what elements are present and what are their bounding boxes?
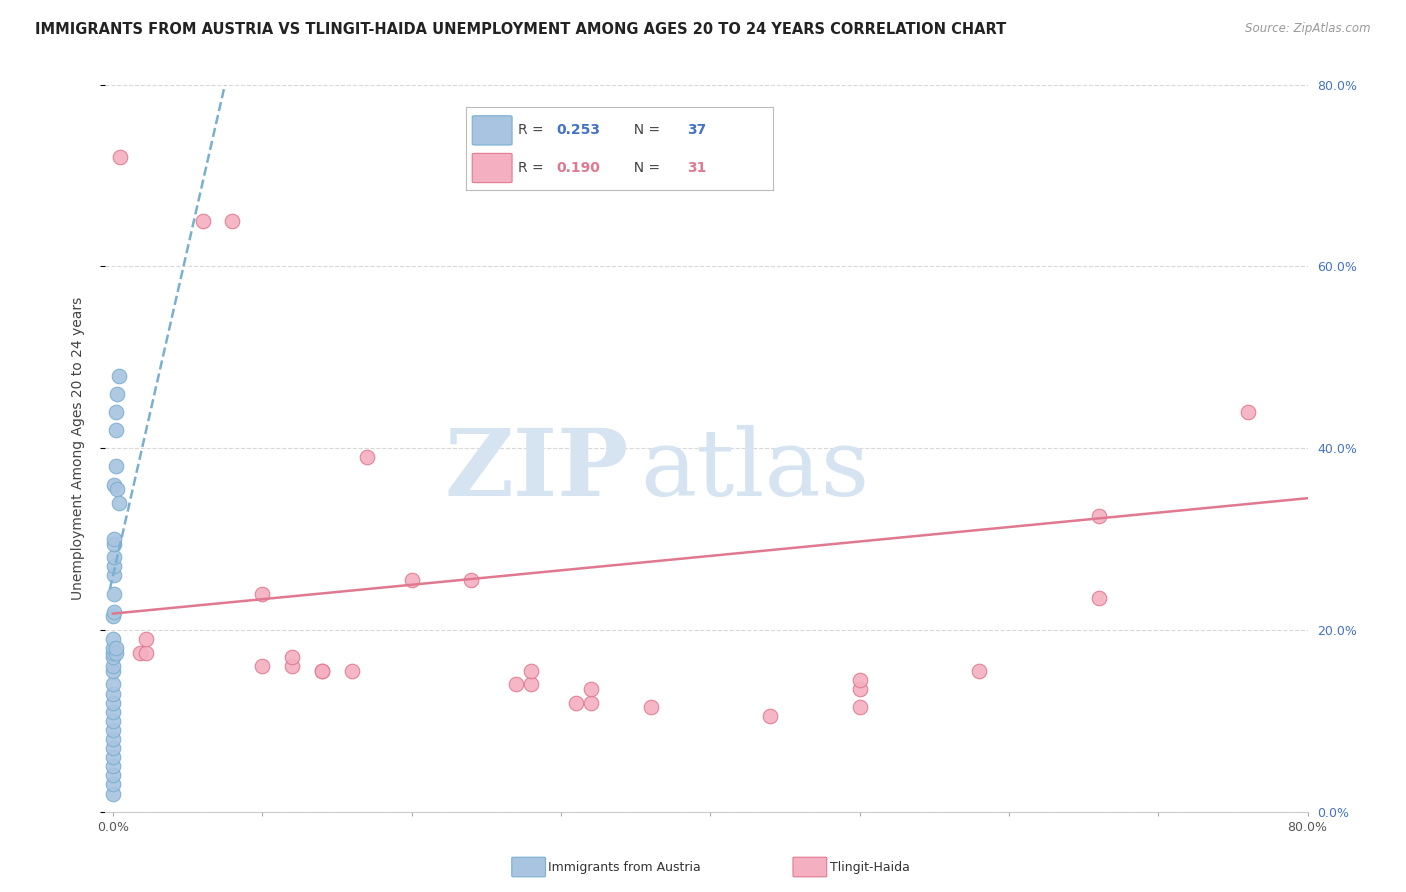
Text: 37: 37 — [686, 123, 706, 137]
Text: atlas: atlas — [640, 425, 870, 515]
Text: 0.190: 0.190 — [557, 161, 600, 175]
Point — [101, 750, 124, 764]
Point — [848, 700, 870, 714]
Point — [101, 777, 124, 791]
Point — [340, 664, 363, 678]
Point — [108, 368, 131, 383]
FancyBboxPatch shape — [472, 153, 512, 183]
Point — [103, 550, 125, 565]
Point — [103, 559, 125, 574]
Text: Source: ZipAtlas.com: Source: ZipAtlas.com — [1246, 22, 1371, 36]
Point — [103, 536, 125, 550]
Point — [101, 664, 124, 678]
Point — [1087, 509, 1109, 524]
Point — [101, 731, 124, 746]
Point — [101, 787, 124, 801]
Text: ZIP: ZIP — [444, 425, 628, 515]
Point — [101, 659, 124, 673]
Point — [101, 632, 124, 646]
Point — [108, 496, 131, 510]
Text: Tlingit-Haida: Tlingit-Haida — [830, 861, 910, 873]
Text: N =: N = — [626, 123, 665, 137]
Point — [759, 709, 782, 723]
Point — [505, 677, 527, 691]
Point — [135, 632, 157, 646]
Text: Immigrants from Austria: Immigrants from Austria — [548, 861, 702, 873]
Point — [101, 768, 124, 782]
Point — [281, 650, 304, 665]
Text: N =: N = — [626, 161, 665, 175]
Point — [103, 477, 125, 491]
Point — [101, 687, 124, 701]
Point — [105, 482, 128, 496]
Text: R =: R = — [519, 123, 548, 137]
Point — [1087, 591, 1109, 606]
Point — [460, 573, 482, 587]
Point — [105, 386, 128, 401]
Point — [104, 459, 127, 474]
Text: 31: 31 — [686, 161, 706, 175]
FancyBboxPatch shape — [472, 116, 512, 145]
Point — [135, 646, 157, 660]
Point — [101, 677, 124, 691]
Y-axis label: Unemployment Among Ages 20 to 24 years: Unemployment Among Ages 20 to 24 years — [70, 297, 84, 599]
Point — [191, 214, 214, 228]
Point — [101, 641, 124, 656]
Point — [356, 450, 378, 465]
Point — [110, 151, 132, 165]
Point — [848, 673, 870, 687]
Point — [104, 405, 127, 419]
Point — [640, 700, 662, 714]
Point — [401, 573, 423, 587]
Point — [104, 423, 127, 437]
Point — [252, 659, 274, 673]
Point — [104, 646, 127, 660]
Point — [103, 532, 125, 546]
Point — [101, 646, 124, 660]
Text: 0.253: 0.253 — [557, 123, 600, 137]
Point — [520, 664, 543, 678]
Point — [101, 723, 124, 737]
Point — [579, 696, 602, 710]
Point — [128, 646, 150, 660]
Point — [311, 664, 333, 678]
Point — [252, 587, 274, 601]
Point — [101, 714, 124, 728]
Point — [281, 659, 304, 673]
Point — [565, 696, 588, 710]
Point — [848, 681, 870, 696]
Point — [101, 741, 124, 756]
Point — [579, 681, 602, 696]
Text: R =: R = — [519, 161, 548, 175]
Point — [221, 214, 243, 228]
Point — [103, 605, 125, 619]
Point — [101, 759, 124, 773]
Point — [967, 664, 990, 678]
Point — [103, 568, 125, 582]
Point — [101, 705, 124, 719]
Point — [520, 677, 543, 691]
Point — [101, 696, 124, 710]
Point — [101, 650, 124, 665]
Point — [1237, 405, 1260, 419]
Point — [104, 641, 127, 656]
Point — [101, 609, 124, 624]
Point — [103, 587, 125, 601]
Text: IMMIGRANTS FROM AUSTRIA VS TLINGIT-HAIDA UNEMPLOYMENT AMONG AGES 20 TO 24 YEARS : IMMIGRANTS FROM AUSTRIA VS TLINGIT-HAIDA… — [35, 22, 1007, 37]
Point — [311, 664, 333, 678]
